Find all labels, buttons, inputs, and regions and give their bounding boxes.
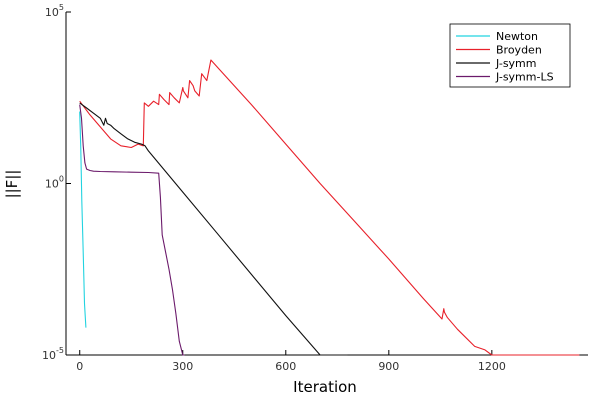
series-lines [79,59,580,356]
series-line-j-symm [79,102,348,356]
x-tick-label: 300 [172,360,193,373]
series-line-broyden [79,59,580,356]
x-axis-label: Iteration [293,378,357,396]
series-line-newton [79,111,87,328]
series-line-j-symm-ls [79,104,185,356]
legend-label: Newton [496,30,538,43]
y-tick-label: 100 [45,175,64,191]
legend-label: J-symm-LS [495,71,554,84]
y-ticks: 10-5 100 105 [42,3,71,362]
y-axis-label: ||F|| [3,170,21,199]
y-tick-label: 10-5 [42,346,64,362]
x-tick-label: 0 [76,360,83,373]
legend-label: Broyden [496,44,542,57]
x-tick-label: 1200 [478,360,506,373]
x-tick-label: 600 [275,360,296,373]
x-ticks: 0 300 600 900 1200 [76,350,506,373]
legend-label: J-symm [495,57,537,70]
y-tick-label: 105 [45,3,64,19]
x-tick-label: 900 [378,360,399,373]
